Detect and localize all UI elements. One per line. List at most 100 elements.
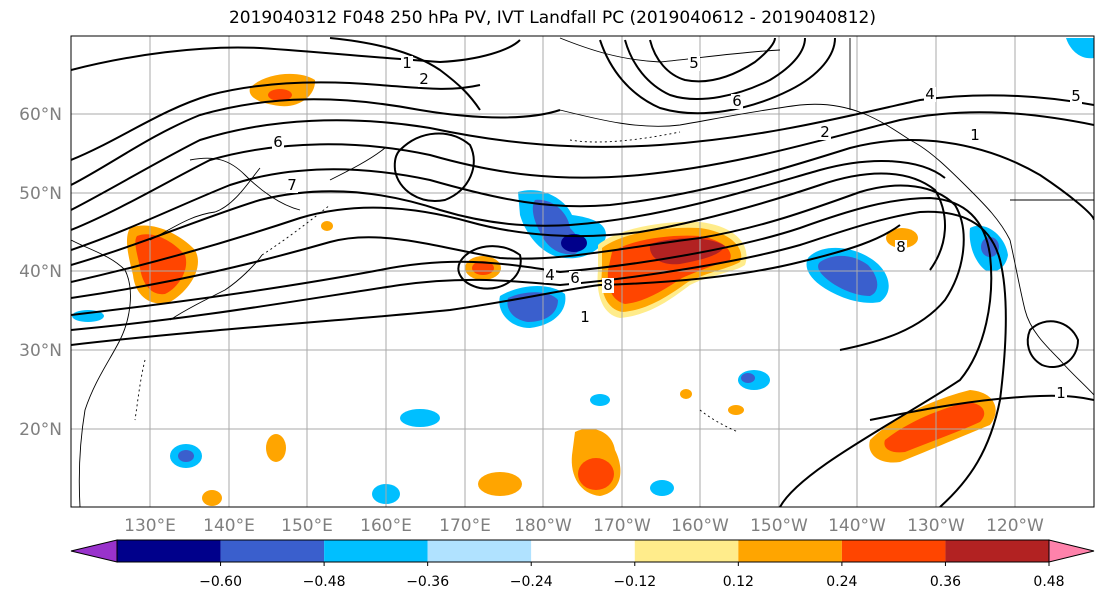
- latitude-label: 30°N: [19, 341, 62, 361]
- longitude-label: 180°W: [514, 516, 572, 536]
- contour-line: [329, 37, 481, 111]
- latitude-label: 50°N: [19, 184, 62, 204]
- contour-label: 1: [402, 54, 412, 72]
- contour-label-bg: [1055, 386, 1067, 401]
- coastlines: [71, 37, 1094, 507]
- map-frame: [70, 35, 1095, 508]
- pv-positive-region: [266, 434, 286, 462]
- contour-label-bg: [1070, 89, 1082, 104]
- longitude-label: 170°E: [439, 516, 491, 536]
- longitude-label: 140°W: [828, 516, 886, 536]
- pv-positive-core: [578, 458, 614, 490]
- contour-label: 6: [732, 92, 742, 110]
- contour-line: [71, 39, 521, 71]
- contour-line: [869, 394, 1094, 421]
- colorbar-tick-label: −0.12: [613, 574, 656, 590]
- contour-label: 1: [1056, 384, 1066, 402]
- colorbar-tick-label: −0.24: [510, 574, 553, 590]
- coastline-japan: [149, 167, 263, 321]
- contour-label: 5: [1071, 87, 1081, 105]
- pv-negative-core: [818, 255, 878, 296]
- contour-label-bg: [544, 268, 556, 283]
- longitude-label: 160°W: [671, 516, 729, 536]
- pv-positive-region: [321, 221, 333, 231]
- colorbar-segment: [531, 540, 635, 562]
- contour-line: [1026, 320, 1080, 368]
- latitude-labels: 60°N 50°N 40°N 30°N 20°N: [19, 105, 62, 440]
- pv-positive-region: [728, 405, 744, 415]
- colorbar-segment: [324, 540, 428, 562]
- longitude-label: 130°W: [907, 516, 965, 536]
- colorbar-tick-label: 0.36: [930, 574, 961, 590]
- pv-anomaly-shading: [72, 38, 1094, 506]
- pv-positive-region: [680, 389, 692, 399]
- contour-label-bg: [286, 178, 298, 193]
- colorbar-tick-label: −0.48: [303, 574, 346, 590]
- contour-label-bg: [688, 56, 700, 71]
- ivt-contours: [71, 37, 1094, 507]
- colorbar-extend-min: [70, 539, 118, 563]
- contour-label: 2: [419, 70, 429, 88]
- contour-line: [71, 210, 1007, 507]
- contour-line: [457, 245, 522, 290]
- contour-line: [71, 139, 1094, 251]
- contour-label: 2: [820, 123, 830, 141]
- contour-label: 8: [896, 238, 906, 256]
- colorbar-segment: [427, 540, 532, 562]
- contour-line: [71, 172, 946, 283]
- contour-line: [71, 184, 965, 351]
- colorbar-segment: [220, 540, 325, 562]
- latitude-label: 40°N: [19, 262, 62, 282]
- contour-label: 4: [925, 85, 935, 103]
- colorbar-extend-max: [1048, 539, 1095, 563]
- contour-label: 6: [570, 269, 580, 287]
- longitude-label: 130°E: [124, 516, 176, 536]
- coastline-north-america: [1009, 239, 1094, 396]
- contour-label: 6: [273, 133, 283, 151]
- contour-label-bg: [819, 125, 831, 140]
- contour-line: [71, 224, 901, 346]
- pv-negative-region: [1066, 38, 1094, 59]
- colorbar-tick-label: 0.12: [723, 574, 754, 590]
- marianas-islands: [134, 359, 146, 421]
- contour-line: [71, 98, 561, 186]
- pv-positive-region: [478, 472, 522, 496]
- map-title: 2019040312 F048 250 hPa PV, IVT Landfall…: [228, 8, 876, 28]
- colorbar-frame: [116, 539, 1050, 563]
- contour-line: [624, 37, 806, 101]
- longitude-label: 120°W: [986, 516, 1044, 536]
- pv-negative-core: [178, 450, 194, 462]
- contour-label-bg: [569, 271, 581, 286]
- pv-negative-core: [981, 237, 999, 257]
- contour-line: [71, 81, 481, 161]
- contour-line: [599, 37, 836, 115]
- contour-line: [71, 196, 993, 507]
- colorbar-tick-label: −0.36: [406, 574, 449, 590]
- coastline-kamchatka: [189, 147, 386, 211]
- contour-label: 1: [580, 308, 590, 326]
- contour-line: [393, 132, 475, 202]
- border-canada-us: [849, 38, 1094, 201]
- latitude-label: 20°N: [19, 420, 62, 440]
- contour-label-bg: [895, 240, 907, 255]
- colorbar-segment: [117, 540, 221, 562]
- pv-positive-region: [886, 228, 918, 248]
- colorbar-tick-label: 0.48: [1033, 574, 1064, 590]
- pv-positive-core: [884, 402, 985, 453]
- contour-label: 8: [603, 276, 613, 294]
- longitude-labels: 130°E 140°E 150°E 160°E 170°E 180°W 170°W 160°W…: [124, 516, 1044, 536]
- contour-label-bg: [579, 310, 591, 325]
- contour-label-bg: [969, 128, 981, 143]
- contour-label-bg: [418, 72, 430, 87]
- colorbar-tick-label: −0.60: [199, 574, 242, 590]
- pv-positive-core: [268, 89, 292, 101]
- pv-negative-core: [507, 292, 558, 322]
- longitude-label: 150°E: [281, 516, 333, 536]
- contour-label-bg: [401, 56, 413, 71]
- contour-label-bg: [731, 94, 743, 109]
- longitude-label: 150°W: [750, 516, 808, 536]
- pv-positive-region: [202, 490, 222, 506]
- contour-label: 4: [545, 266, 555, 284]
- colorbar-tick-label: 0.24: [826, 574, 857, 590]
